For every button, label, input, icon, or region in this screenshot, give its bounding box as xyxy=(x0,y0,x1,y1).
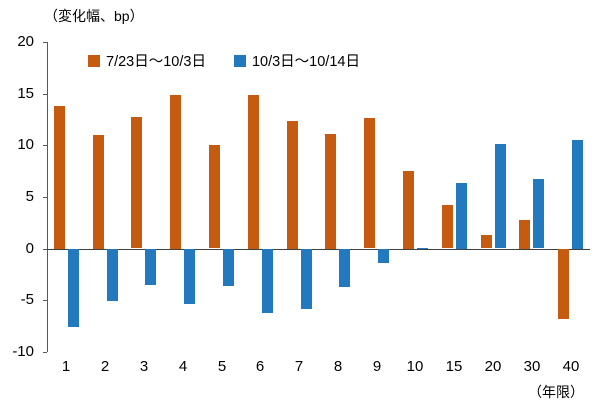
x-tick-label: 2 xyxy=(100,358,110,375)
x-tick-label: 1 xyxy=(61,358,71,375)
x-tick-label: 6 xyxy=(255,358,265,375)
bar-series2-2 xyxy=(107,249,118,301)
bar-series2-20 xyxy=(495,144,506,248)
bar-series1-8 xyxy=(325,134,336,249)
legend-swatch-blue xyxy=(233,54,246,67)
y-tick-label: 10 xyxy=(17,136,34,153)
bar-series2-15 xyxy=(456,183,467,249)
bar-series2-4 xyxy=(184,249,195,304)
x-tick-label: 4 xyxy=(178,358,188,375)
bar-series1-20 xyxy=(481,235,492,248)
bar-series2-8 xyxy=(339,249,350,287)
bar-series1-10 xyxy=(403,171,414,249)
bar-series1-15 xyxy=(442,205,453,248)
x-tick-label: 3 xyxy=(139,358,149,375)
x-axis-unit-label: （年限） xyxy=(528,384,584,400)
bar-series1-30 xyxy=(519,220,530,249)
y-tick-label: 20 xyxy=(17,33,34,50)
legend-label-series2: 10/3日～10/14日 xyxy=(251,54,360,70)
bar-series1-1 xyxy=(54,106,65,249)
x-tick-label: 20 xyxy=(484,358,502,375)
bar-series1-4 xyxy=(170,95,181,249)
y-axis-tick xyxy=(43,249,47,250)
y-axis-tick xyxy=(43,300,47,301)
y-axis-tick xyxy=(43,42,47,43)
y-axis-line xyxy=(47,42,48,352)
bar-series1-6 xyxy=(248,95,259,249)
x-tick-label: 7 xyxy=(294,358,304,375)
bar-series1-2 xyxy=(93,135,104,249)
y-axis-tick xyxy=(43,94,47,95)
bar-series1-7 xyxy=(287,121,298,249)
y-tick-label: 5 xyxy=(25,188,34,205)
bar-series2-1 xyxy=(68,249,79,327)
y-tick-label: -10 xyxy=(12,343,34,360)
x-tick-label: 15 xyxy=(445,358,463,375)
bar-series2-30 xyxy=(533,179,544,248)
bar-series2-3 xyxy=(145,249,156,285)
x-tick-label: 30 xyxy=(523,358,541,375)
y-tick-label: -5 xyxy=(20,291,34,308)
legend-item-series2: 10/3日～10/14日 xyxy=(233,50,360,71)
bar-series1-9 xyxy=(364,118,375,248)
chart-legend: 7/23日～10/3日 10/3日～10/14日 xyxy=(88,50,360,71)
x-tick-label: 8 xyxy=(333,358,343,375)
bar-series2-40 xyxy=(572,140,583,249)
legend-label-series1: 7/23日～10/3日 xyxy=(106,54,206,70)
bar-series2-7 xyxy=(301,249,312,309)
y-tick-label: 15 xyxy=(17,85,34,102)
y-axis-tick xyxy=(43,145,47,146)
x-tick-label: 5 xyxy=(217,358,227,375)
x-tick-label: 10 xyxy=(406,358,424,375)
y-axis-unit-label: （変化幅、bp） xyxy=(44,8,144,24)
zero-gridline xyxy=(47,249,590,250)
legend-item-series1: 7/23日～10/3日 xyxy=(88,50,206,71)
legend-swatch-orange xyxy=(88,54,100,67)
x-tick-label: 9 xyxy=(372,358,382,375)
bar-series2-6 xyxy=(262,249,273,313)
y-axis-tick xyxy=(43,197,47,198)
bar-series1-5 xyxy=(209,145,220,248)
bar-series2-5 xyxy=(223,249,234,286)
bar-series1-40 xyxy=(558,249,569,319)
bar-series2-10 xyxy=(417,248,428,249)
bar-series2-9 xyxy=(378,249,389,263)
y-axis-tick xyxy=(43,352,47,353)
x-tick-label: 40 xyxy=(562,358,580,375)
y-tick-label: 0 xyxy=(25,240,34,257)
bar-series1-3 xyxy=(131,117,142,248)
